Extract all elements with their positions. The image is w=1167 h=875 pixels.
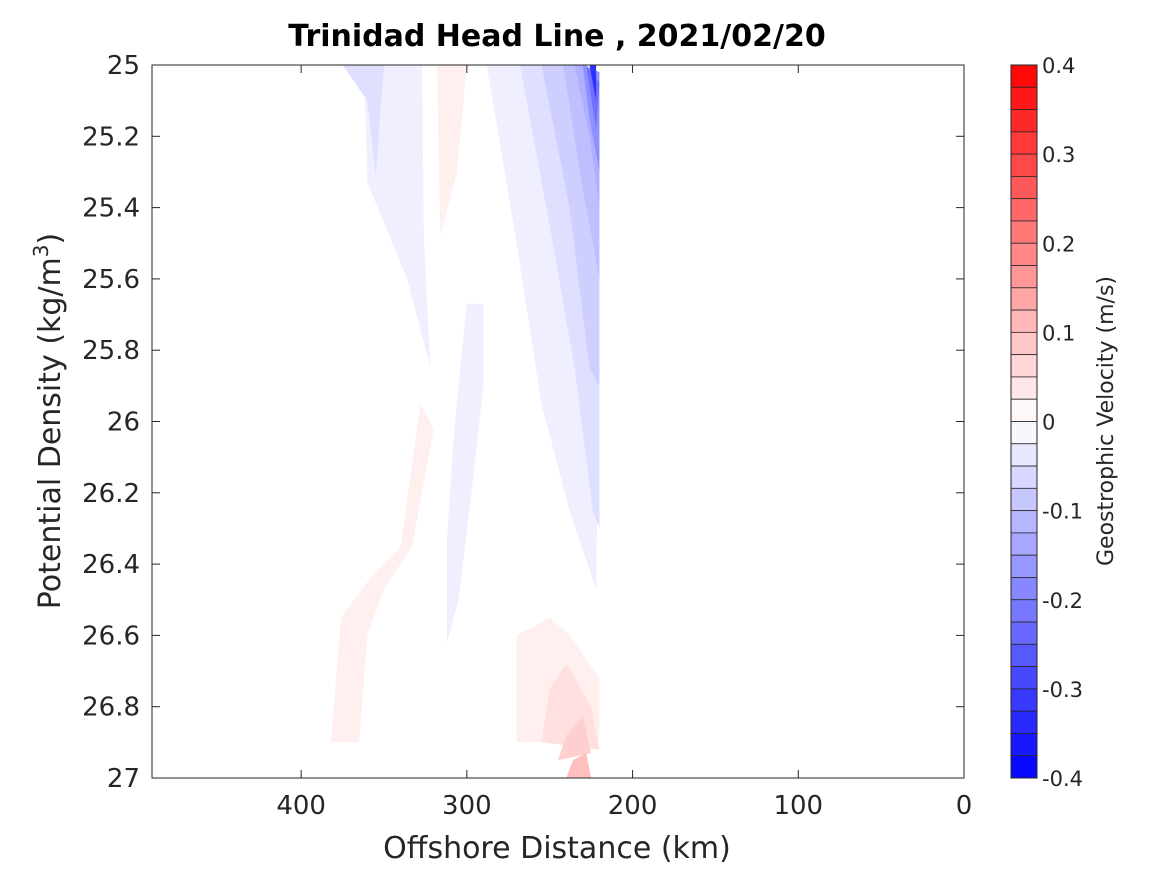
- colorbar-swatch: [1010, 109, 1038, 133]
- contour-region-band1-0: [324, 65, 431, 368]
- x-tick-label: 300: [442, 791, 492, 821]
- colorbar-tick-label: -0.2: [1042, 589, 1083, 613]
- colorbar-swatch: [1010, 733, 1038, 757]
- contour-region-red4-16: [566, 753, 592, 778]
- colorbar-swatch: [1010, 398, 1038, 422]
- y-axis-label: Potential Density (kg/m3): [29, 233, 68, 609]
- colorbar-swatch: [1010, 621, 1038, 645]
- colorbar-swatch: [1010, 309, 1038, 333]
- colorbar-tick-label: 0.1: [1042, 321, 1075, 345]
- y-axis-label-suffix: ): [33, 233, 68, 245]
- y-tick-label: 27: [107, 764, 140, 794]
- x-axis-label: Offshore Distance (km): [383, 831, 731, 866]
- contour-field: [324, 65, 600, 778]
- contour-region-band2-3: [342, 65, 384, 176]
- contour-region-band7-9: [586, 65, 600, 130]
- y-tick-label: 26: [107, 408, 140, 438]
- colorbar-swatch: [1010, 265, 1038, 289]
- colorbar-swatch: [1010, 465, 1038, 489]
- colorbar-swatch: [1010, 666, 1038, 690]
- y-tick-label: 26.4: [82, 550, 140, 580]
- contour-region-band1-1: [486, 65, 600, 590]
- colorbar-swatch: [1010, 577, 1038, 601]
- colorbar-swatch: [1010, 131, 1038, 155]
- contour-region-red3-15: [558, 717, 592, 761]
- colorbar-swatch: [1010, 643, 1038, 667]
- colorbar-swatch: [1010, 755, 1038, 779]
- x-tick-label: 100: [773, 791, 823, 821]
- colorbar-label: Geostrophic Velocity (m/s): [1094, 276, 1119, 566]
- colorbar-swatch: [1010, 599, 1038, 623]
- chart-title: Trinidad Head Line , 2021/02/20: [288, 19, 825, 54]
- colorbar-swatch: [1010, 376, 1038, 400]
- colorbar-swatch: [1010, 710, 1038, 734]
- x-tick-label: 400: [276, 791, 326, 821]
- colorbar-tick-label: -0.1: [1042, 500, 1083, 524]
- y-axis-label-superscript: 3: [29, 244, 53, 257]
- contour-region-band8-10: [589, 65, 597, 101]
- y-tick-label: 25.8: [82, 336, 140, 366]
- y-tick-label: 25.2: [82, 122, 140, 152]
- colorbar-swatch: [1010, 421, 1038, 445]
- colorbar-swatch: [1010, 287, 1038, 311]
- colorbar-swatch: [1010, 487, 1038, 512]
- colorbar-swatch: [1010, 532, 1038, 556]
- colorbar: 0.4 0.3 0.2 0.1 0 -0.1 -0.2 -0.3 -0.4: [1010, 54, 1083, 791]
- colorbar-swatch: [1010, 331, 1038, 356]
- colorbar-frame: [1010, 64, 1038, 779]
- contour-region-band1-2: [447, 303, 484, 643]
- colorbar-swatch: [1010, 554, 1038, 578]
- y-tick-label: 25.6: [82, 265, 140, 295]
- colorbar-swatch: [1010, 220, 1038, 244]
- y-tick-label: 25: [107, 51, 140, 81]
- x-tick-label: 0: [956, 791, 973, 821]
- colorbar-tick-label: 0.4: [1042, 54, 1075, 78]
- y-tick-label: 26.8: [82, 693, 140, 723]
- colorbar-tick-label: 0.2: [1042, 232, 1075, 256]
- contour-region-red1-11: [437, 65, 467, 237]
- y-tick-label: 26.6: [82, 621, 140, 651]
- y-axis-label-text: Potential Density (kg/m: [33, 257, 68, 609]
- colorbar-swatch: [1010, 198, 1038, 222]
- colorbar-swatch: [1010, 64, 1038, 88]
- colorbar-swatch: [1010, 354, 1038, 378]
- x-tick-label: 200: [608, 791, 658, 821]
- colorbar-tick-label: -0.4: [1042, 767, 1083, 791]
- colorbar-swatch: [1010, 86, 1038, 110]
- colorbar-swatch: [1010, 510, 1038, 534]
- colorbar-tick-label: 0.3: [1042, 143, 1075, 167]
- colorbar-tick-label: -0.3: [1042, 678, 1083, 702]
- contour-region-red1-12: [331, 403, 434, 743]
- colorbar-swatch: [1010, 242, 1038, 266]
- colorbar-swatch: [1010, 443, 1038, 467]
- colorbar-tick-label: 0: [1042, 411, 1055, 435]
- colorbar-swatch: [1010, 176, 1038, 200]
- colorbar-swatch: [1010, 688, 1038, 712]
- y-tick-label: 25.4: [82, 194, 140, 224]
- axes: 400 300 200 100 0 25 25.2 25.4 25.6 25.8 26 26.2 26.…: [82, 51, 972, 821]
- y-tick-label: 26.2: [82, 479, 140, 509]
- colorbar-swatch: [1010, 153, 1038, 177]
